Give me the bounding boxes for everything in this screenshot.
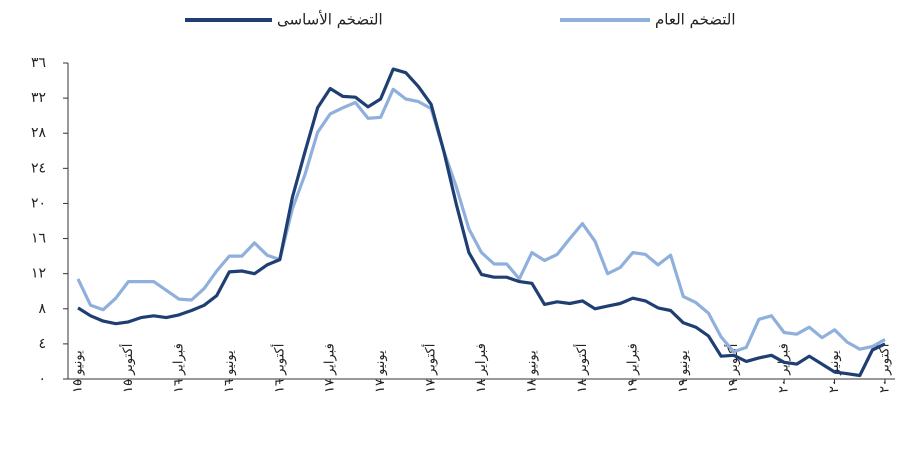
y-tick-label: ٤ [38, 336, 46, 352]
x-tick-label: يونيو ١٥ [71, 350, 86, 393]
y-tick-label: ٢٠ [31, 195, 46, 211]
x-tick-label: أكتوبر ١٥ [119, 344, 136, 393]
x-tick-label: أكتوبر ١٦ [270, 344, 287, 393]
y-tick-label: ٣٦ [31, 55, 46, 71]
series-line [77, 67, 886, 378]
x-tick-label: أكتوبر ٢٠ [876, 344, 893, 393]
y-tick-label: ١٢ [31, 266, 46, 282]
x-tick-label: فبراير ١٧ [323, 343, 338, 393]
y-tick-label: ١٦ [31, 231, 46, 247]
y-tick-label: ٨ [38, 301, 46, 317]
legend-label: التضخم الأساسى [277, 10, 383, 29]
x-tick-label: فبراير ١٩ [625, 343, 640, 393]
x-tick-label: يونيو ١٨ [524, 350, 539, 393]
x-tick-label: أكتوبر ١٧ [422, 344, 439, 393]
x-tick-label: فبراير ٢٠ [777, 343, 792, 393]
series-line [76, 87, 886, 354]
x-tick-label: فبراير ١٨ [474, 343, 489, 393]
x-tick-label: أكتوبر ١٨ [573, 344, 590, 393]
y-tick-label: ٠ [38, 371, 46, 387]
y-tick-label: ٣٢ [31, 90, 46, 106]
x-tick-label: فبراير ١٦ [171, 343, 186, 393]
y-tick-label: ٢٨ [31, 125, 47, 141]
y-tick-label: ٢٤ [31, 160, 46, 176]
x-tick-label: يونيو ١٩ [676, 350, 691, 393]
legend-label: التضخم العام [655, 11, 736, 29]
x-tick-label: يونيو ١٦ [222, 350, 237, 393]
x-tick-label: يونيو ١٧ [373, 350, 388, 393]
